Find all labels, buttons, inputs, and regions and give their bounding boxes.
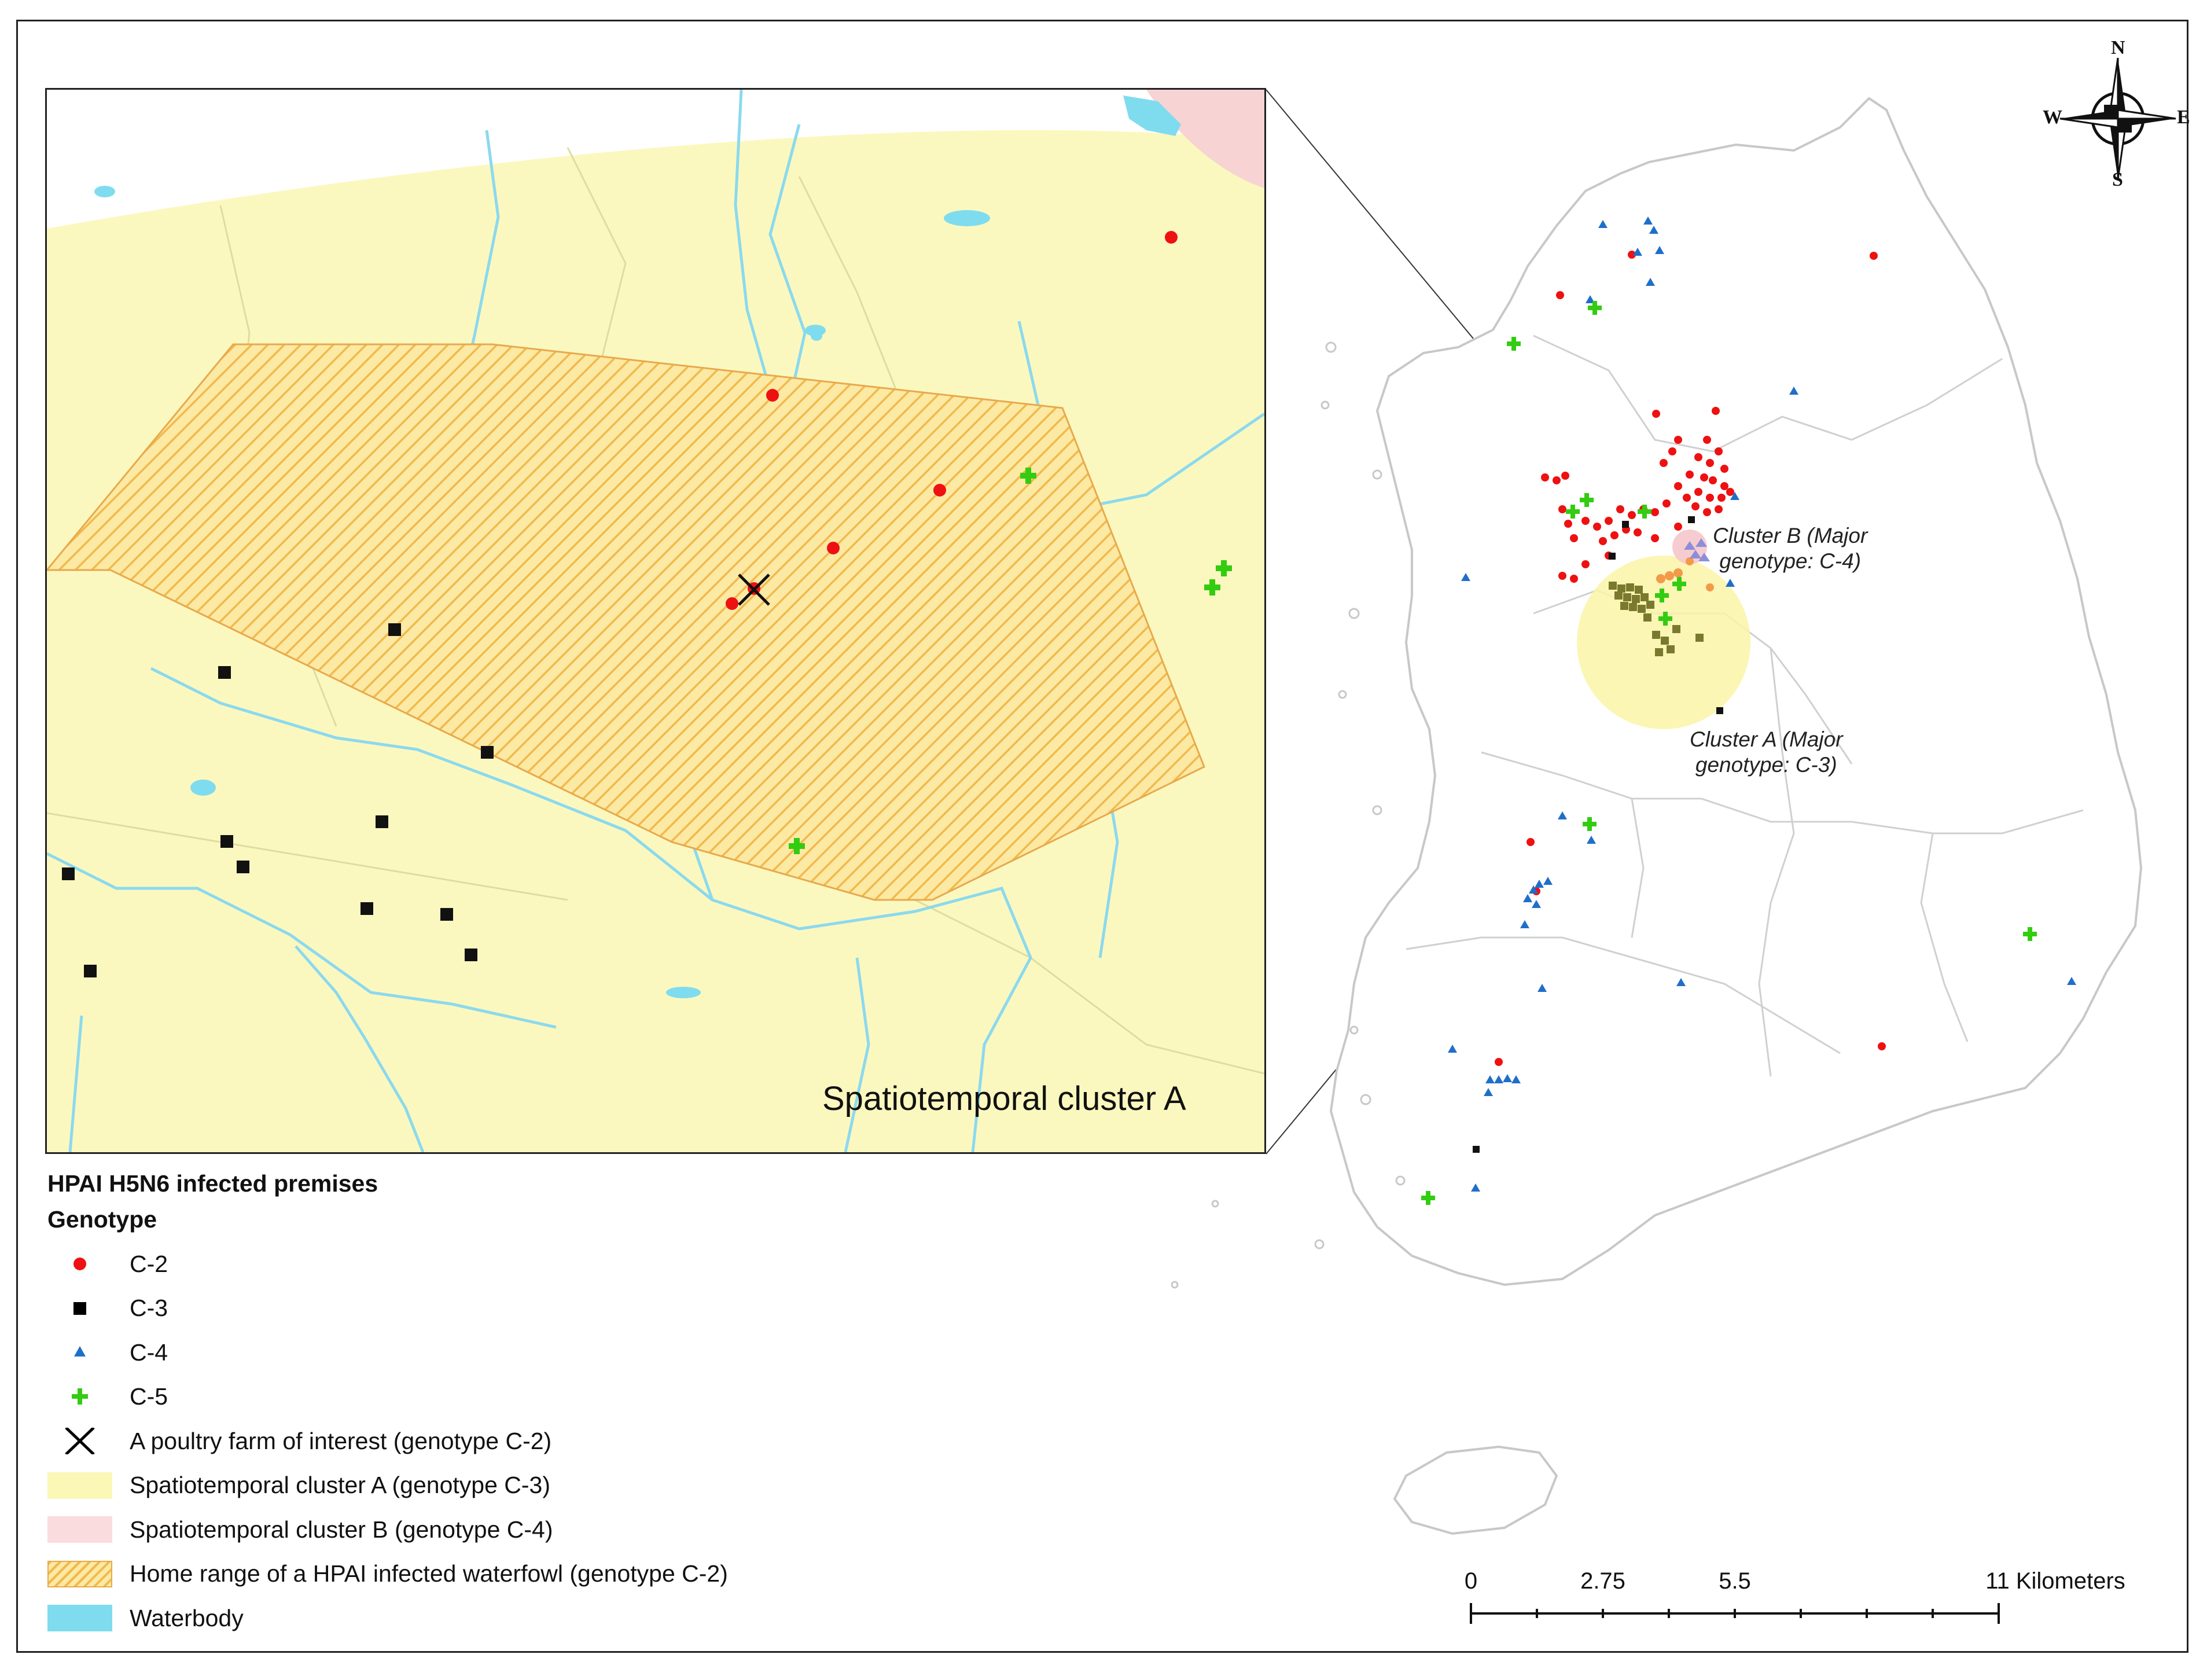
legend-item-c3: C-3 <box>47 1286 858 1331</box>
inset-title: Spatiotemporal cluster A <box>822 1080 1186 1117</box>
scale-label-5-5: 5.5 <box>1719 1568 1751 1594</box>
scale-bar: 0 2.75 5.5 11 Kilometers <box>1464 1563 2158 1632</box>
waterbody-icon <box>47 1605 112 1632</box>
korea-outline <box>1329 97 2143 1286</box>
inset-c3-points <box>62 623 494 977</box>
scale-label-2-75: 2.75 <box>1580 1568 1625 1594</box>
legend: HPAI H5N6 infected premises Genotype C-2… <box>47 1170 858 1641</box>
red-circle-icon <box>47 1251 112 1277</box>
yellow-area-icon <box>47 1472 112 1499</box>
legend-label: Spatiotemporal cluster B (genotype C-4) <box>130 1516 553 1543</box>
legend-item-c2: C-2 <box>47 1242 858 1286</box>
inset-c5-points <box>789 468 1232 854</box>
farm-of-interest-icon <box>738 574 770 606</box>
compass-south: S <box>2112 169 2123 190</box>
hatched-area-icon <box>47 1560 112 1587</box>
legend-item-waterbody: Waterbody <box>47 1596 858 1641</box>
legend-title: HPAI H5N6 infected premises <box>47 1170 378 1197</box>
compass-north: N <box>2111 37 2125 58</box>
compass-icon <box>2059 57 2176 180</box>
home-range-polygon <box>47 343 1205 901</box>
legend-label: C-5 <box>130 1383 168 1410</box>
legend-label: Home range of a HPAI infected waterfowl … <box>130 1560 728 1587</box>
inset-map-canvas <box>47 90 1264 1152</box>
scale-bar-line <box>1470 1603 2000 1624</box>
small-islands <box>1171 341 1406 1289</box>
legend-item-home-range: Home range of a HPAI infected waterfowl … <box>47 1552 858 1597</box>
black-square-icon <box>47 1295 112 1322</box>
legend-label: C-3 <box>130 1295 168 1322</box>
outside-cluster-area <box>47 90 1264 229</box>
legend-item-cluster-a: Spatiotemporal cluster A (genotype C-3) <box>47 1464 858 1508</box>
legend-label: Waterbody <box>130 1604 244 1631</box>
cluster-a-label: Cluster A (Major genotype: C-3) <box>1690 727 1843 777</box>
legend-item-c4: C-4 <box>47 1330 858 1375</box>
compass-west: W <box>2043 106 2062 128</box>
compass-east: E <box>2177 106 2190 128</box>
legend-label: C-4 <box>130 1339 168 1366</box>
x-mark-icon <box>47 1427 112 1456</box>
legend-label: C-2 <box>130 1250 168 1277</box>
pink-area-icon <box>47 1516 112 1543</box>
jeju-island <box>1393 1445 1558 1535</box>
compass-rose: N S W E <box>2043 37 2193 197</box>
cluster-a-dense-points <box>1609 582 1704 656</box>
cluster-b-area <box>1146 90 1264 188</box>
legend-item-cluster-b: Spatiotemporal cluster B (genotype C-4) <box>47 1508 858 1552</box>
legend-item-c5: C-5 <box>47 1375 858 1420</box>
map-frame <box>16 20 2188 1653</box>
orange-points <box>1656 557 1714 591</box>
c5-points <box>1421 301 2037 1205</box>
cluster-b-points <box>1684 538 1710 561</box>
scale-label-0: 0 <box>1464 1568 1478 1594</box>
c3-points <box>1473 516 1723 1153</box>
legend-label: Spatiotemporal cluster A (genotype C-3) <box>130 1472 550 1499</box>
province-boundaries <box>1406 334 2084 1077</box>
legend-label: A poultry farm of interest (genotype C-2… <box>130 1427 552 1454</box>
legend-subtitle: Genotype <box>47 1206 157 1233</box>
scale-label-11-km: 11 Kilometers <box>1985 1568 2125 1594</box>
cluster-b-label: Cluster B (Major genotype: C-4) <box>1713 524 1868 573</box>
green-cross-icon <box>47 1384 112 1410</box>
inset-map: Spatiotemporal cluster A <box>45 88 1266 1154</box>
c4-points <box>1448 216 2076 1192</box>
blue-triangle-icon <box>47 1339 112 1366</box>
legend-item-farm: A poultry farm of interest (genotype C-2… <box>47 1419 858 1464</box>
